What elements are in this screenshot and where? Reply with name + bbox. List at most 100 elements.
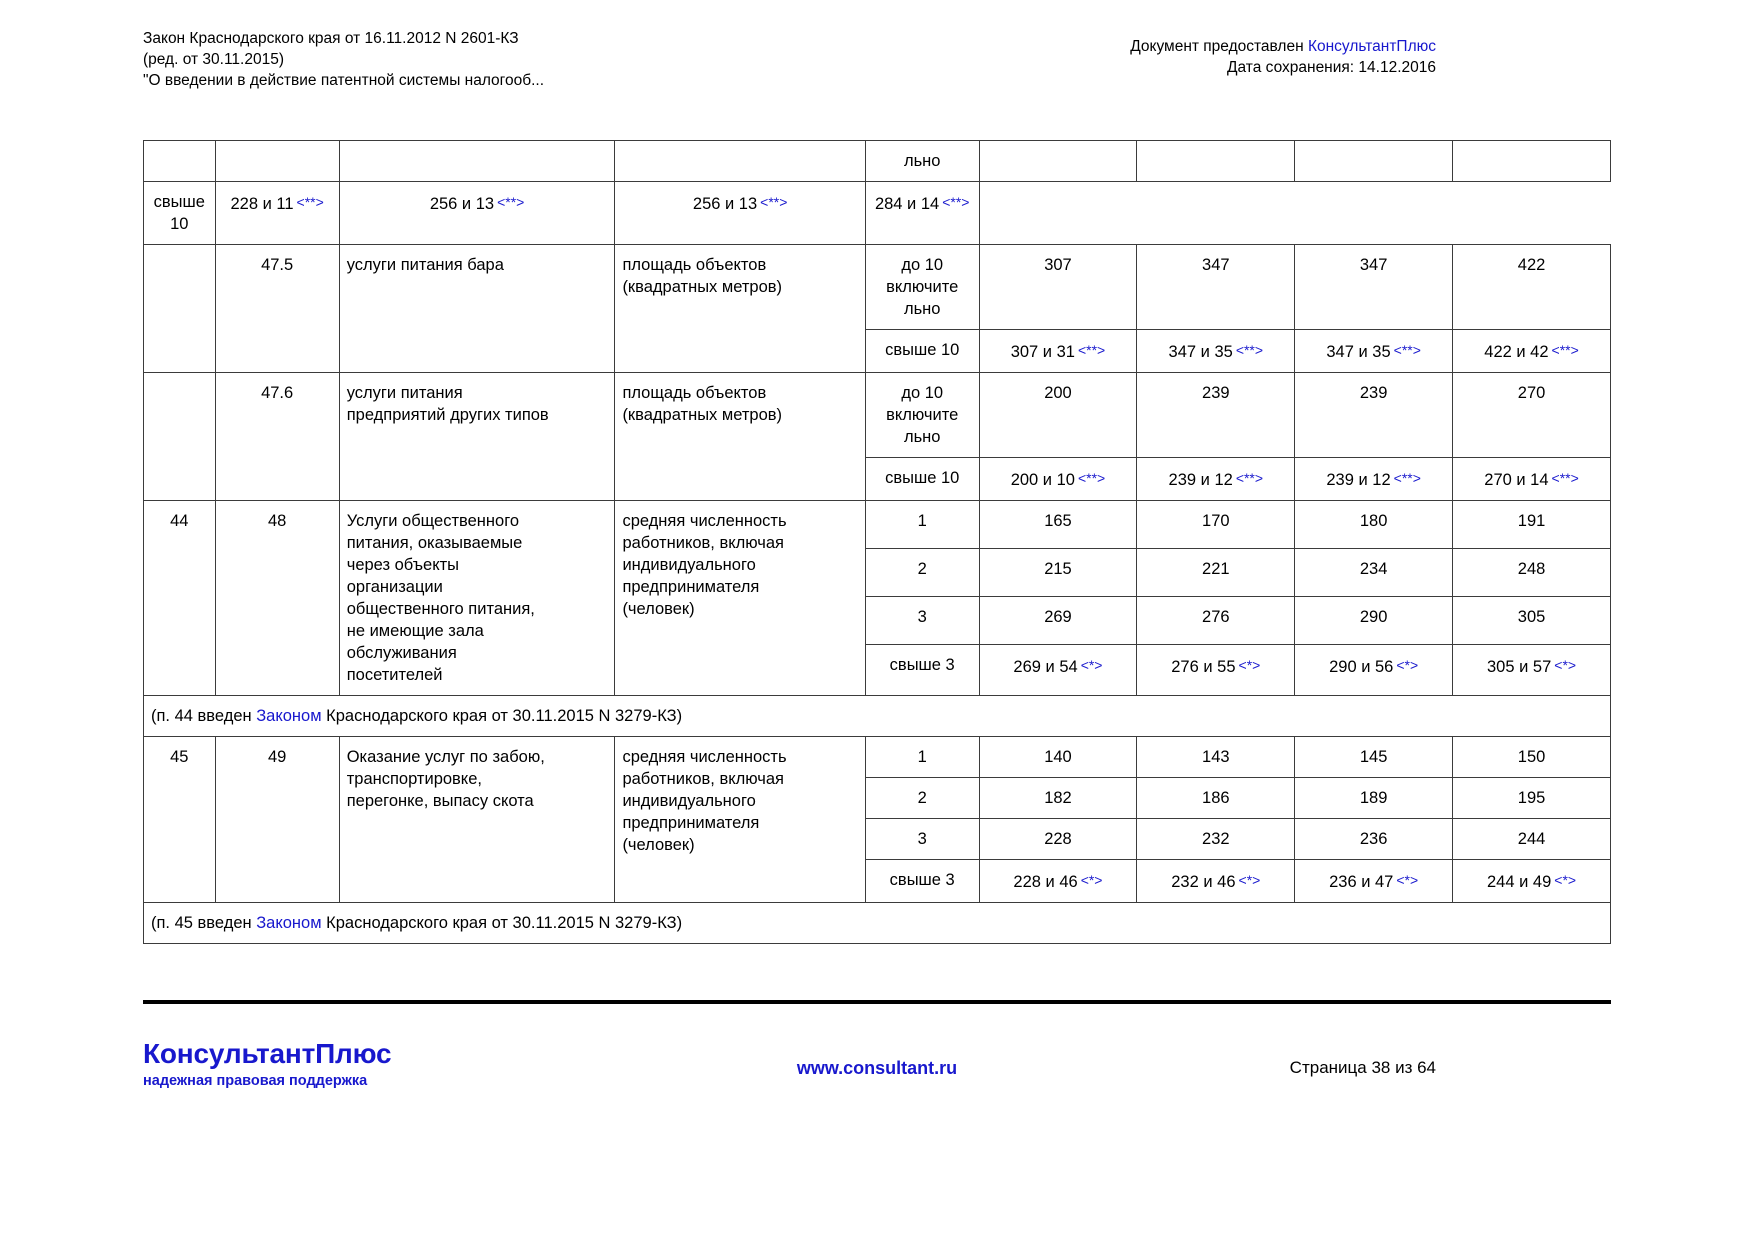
indicator-unit: средняя численность работников, включая ин… — [614, 500, 866, 696]
activity-name-line: услуги питания — [346, 384, 463, 402]
threshold-cell: 3 — [864, 596, 980, 646]
rate-value: 191 — [1517, 512, 1546, 530]
rate-value-cell: 200 и 10 <**> — [978, 457, 1138, 501]
activity-name-line: Услуги общественного — [346, 512, 520, 530]
indicator-unit: площадь объектов (квадратных метров) — [614, 372, 866, 501]
rate-value-cell: 276 и 55 <*> — [1136, 644, 1296, 696]
footnote-reference-link[interactable]: <*> — [1238, 657, 1261, 674]
continued-cell-1 — [214, 140, 340, 182]
threshold-cell: льно — [864, 140, 980, 182]
rate-value: 234 — [1359, 560, 1388, 579]
rate-value-cell: 244 — [1452, 818, 1611, 860]
footnote-reference-link[interactable]: <**> — [1077, 342, 1106, 358]
rate-value-cell: 248 — [1452, 548, 1611, 598]
rate-value-cell: 284 и 14 <**> — [864, 181, 980, 245]
rate-value: 307 и 31 — [1010, 343, 1075, 361]
footnote-reference-link[interactable]: <*> — [1396, 657, 1419, 674]
rate-value-cell: 422 и 42 <**> — [1452, 329, 1611, 373]
rate-value: 236 — [1359, 830, 1388, 848]
footnote-reference-link[interactable]: <**> — [942, 194, 970, 210]
rate-value: 189 — [1359, 789, 1388, 807]
rates-table-container: льно свыше 10 228 и 11 <**> 256 и 13 <**> 256 … — [143, 140, 1611, 944]
activity-code-cell: 47.6 — [214, 372, 340, 501]
row-index-cell: 44 — [143, 500, 216, 696]
footnote-reference-link[interactable]: <**> — [1393, 470, 1421, 486]
threshold-cell: свыше 3 — [864, 644, 980, 696]
rate-value-cell: 150 — [1452, 736, 1611, 778]
rates-table: льно свыше 10 228 и 11 <**> 256 и 13 <**> 256 … — [143, 140, 1611, 944]
footnote-reference-link[interactable]: <*> — [1396, 872, 1419, 888]
threshold-cell: свыше 10 — [143, 181, 216, 245]
footnote-reference-link[interactable]: <**> — [760, 194, 788, 210]
rate-value: 186 — [1202, 789, 1230, 807]
row-index-cell: 45 — [143, 736, 216, 903]
rate-value: 215 — [1044, 560, 1072, 579]
activity-name-line: Оказание услуг по забою, — [346, 748, 545, 766]
rate-value-cell: 347 — [1136, 244, 1296, 330]
footnote-reference-link[interactable]: <**> — [1551, 342, 1579, 358]
rate-value: 236 и 47 — [1329, 873, 1394, 891]
footnote-reference-link[interactable]: <*> — [1080, 872, 1103, 888]
activity-name-line: не имеющие зала — [346, 622, 484, 640]
indicator-unit-line: (человек) — [622, 600, 695, 618]
rate-value: 228 — [1044, 830, 1072, 848]
threshold-cell: 1 — [864, 736, 980, 778]
activity-code-cell: 47.5 — [214, 244, 340, 373]
activity-code-cell: 48 — [214, 500, 340, 696]
consultant-website-link[interactable]: www.consultant.ru — [796, 1058, 958, 1078]
footnote-reference-link[interactable]: <**> — [1235, 342, 1264, 358]
rate-value: 244 и 49 — [1486, 873, 1552, 891]
indicator-unit-line: предпринимателя — [622, 814, 760, 832]
threshold-value: свыше 10 — [885, 341, 960, 359]
footnote-reference-link[interactable]: <*> — [1554, 872, 1577, 888]
activity-name: Услуги общественного питания, оказываемые… — [338, 500, 616, 696]
amendment-note-prefix: (п. 45 введен — [151, 914, 257, 932]
footnote-reference-link[interactable]: <**> — [497, 194, 525, 210]
footnote-reference-link[interactable]: <*> — [1554, 657, 1577, 674]
footnote-reference-link[interactable]: <*> — [1080, 657, 1103, 674]
rate-value-cell: 236 и 47 <*> — [1294, 859, 1454, 903]
footnote-reference-link[interactable]: <**> — [1551, 470, 1579, 486]
rate-value: 347 и 35 — [1168, 343, 1233, 361]
threshold-cell: 3 — [864, 818, 980, 860]
footer-brand-tagline: надежная правовая поддержка — [143, 1073, 368, 1089]
rate-value-cell: 228 и 11 <**> — [214, 181, 340, 245]
threshold-cell: свыше 3 — [864, 859, 980, 903]
indicator-unit-line: (квадратных метров) — [622, 278, 783, 296]
rate-value: 170 — [1202, 512, 1230, 530]
amendment-law-link[interactable]: Законом — [256, 707, 322, 725]
rate-value-cell: 228 — [978, 818, 1138, 860]
rate-value: 270 и 14 — [1484, 471, 1549, 489]
footnote-reference-link[interactable]: <**> — [1393, 342, 1421, 358]
rate-value-cell: 165 — [978, 499, 1138, 550]
row-index-cell — [143, 372, 216, 501]
rate-value-cell: 305 — [1452, 596, 1611, 646]
rate-value: 307 — [1044, 256, 1072, 274]
activity-name-line: через объекты — [346, 556, 460, 574]
footnote-reference-link[interactable]: <**> — [1077, 470, 1106, 486]
amendment-law-link[interactable]: Законом — [256, 914, 322, 932]
rate-value-cell: 221 — [1136, 548, 1296, 598]
rate-value-cell: 182 — [978, 777, 1138, 819]
activity-code: 48 — [267, 512, 287, 530]
footnote-reference-link[interactable]: <**> — [1235, 470, 1264, 486]
header-provided-by: Документ предоставлен КонсультантПлюс — [1130, 36, 1436, 57]
rate-value-cell: 143 — [1136, 736, 1296, 778]
footnote-reference-link[interactable]: <*> — [1238, 872, 1261, 888]
rate-value: 256 и 13 — [692, 195, 758, 213]
footnote-reference-link[interactable]: <**> — [296, 194, 324, 210]
rate-value-cell: 200 — [978, 372, 1138, 458]
rate-value: 422 и 42 — [1484, 343, 1549, 361]
header-title-line-3: "О введении в действие патентной системы… — [143, 72, 545, 89]
continued-cell-3 — [614, 140, 866, 182]
rate-value-cell: 347 — [1294, 244, 1454, 330]
rate-value-cell: 307 — [978, 244, 1138, 330]
rate-value: 200 — [1044, 384, 1072, 402]
rate-value-cell: 189 — [1294, 777, 1454, 819]
consultant-brand-link[interactable]: КонсультантПлюс — [1307, 38, 1436, 55]
rate-value-cell: 170 — [1136, 499, 1296, 550]
activity-name-line: транспортировке, — [346, 770, 482, 788]
threshold-value: 2 — [917, 789, 927, 807]
rate-value-cell: 239 и 12 <**> — [1136, 457, 1296, 501]
